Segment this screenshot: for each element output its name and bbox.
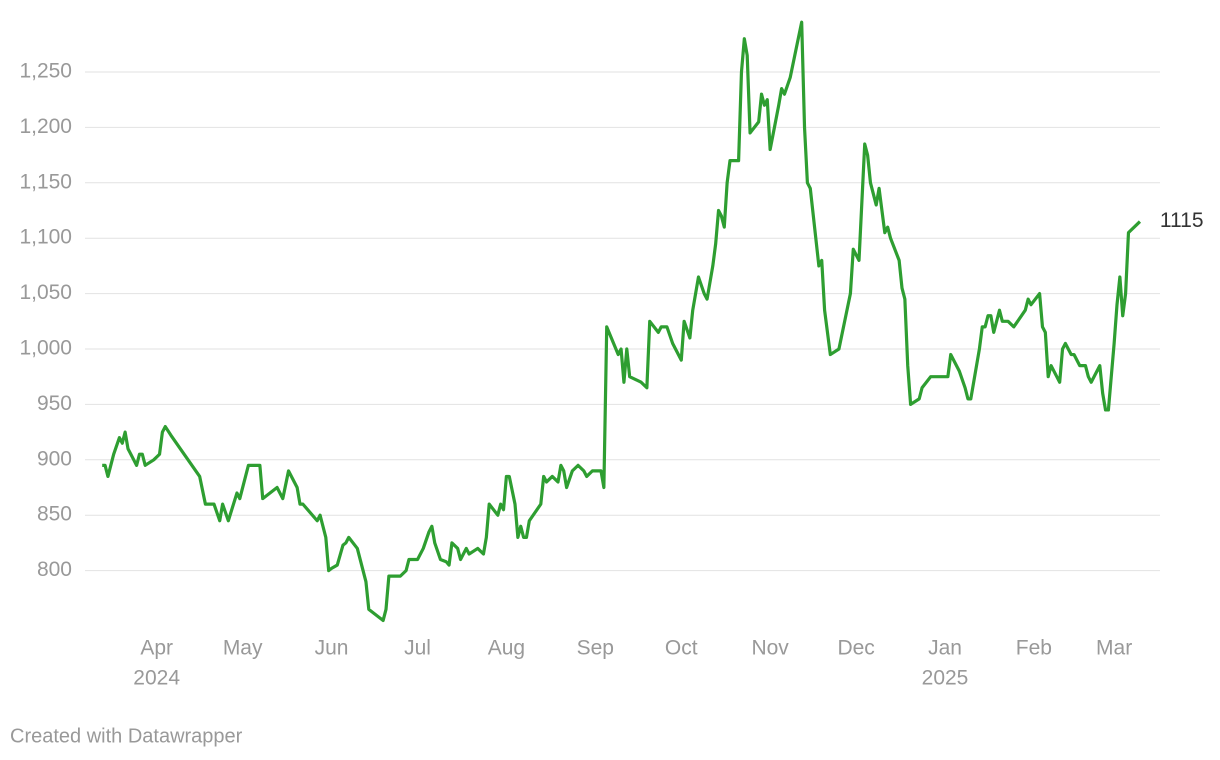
x-tick-label: Jul [404, 637, 431, 660]
y-tick-label: 1,050 [19, 281, 72, 304]
x-tick-label: May [223, 637, 263, 660]
y-tick-label: 1,000 [19, 337, 72, 360]
x-tick-label: Jan [928, 637, 962, 660]
y-tick-label: 1,200 [19, 115, 72, 138]
y-tick-label: 800 [37, 558, 72, 581]
credit: Created with Datawrapper [10, 725, 243, 747]
x-tick-label: Dec [837, 637, 874, 660]
line [102, 20, 1142, 623]
y-tick-label: 1,250 [19, 60, 72, 83]
y-tick-label: 1,150 [19, 170, 72, 193]
y-tick-label: 950 [37, 392, 72, 415]
x-tick-label: Oct [665, 637, 698, 660]
end-value-label: 1115 [1160, 209, 1204, 232]
x-tick-label: Aug [488, 637, 525, 660]
x-year-label: 2024 [133, 667, 180, 690]
x-tick-label: Jun [315, 637, 349, 660]
x-tick-label: Feb [1016, 637, 1052, 660]
y-tick-label: 1,100 [19, 226, 72, 249]
x-tick-label: Mar [1096, 637, 1132, 660]
x-tick-label: Apr [140, 637, 173, 660]
y-tick-label: 900 [37, 447, 72, 470]
x-tick-label: Sep [577, 637, 614, 660]
y-tick-label: 850 [37, 503, 72, 526]
x-tick-label: Nov [751, 637, 789, 660]
x-year-label: 2025 [922, 667, 969, 690]
